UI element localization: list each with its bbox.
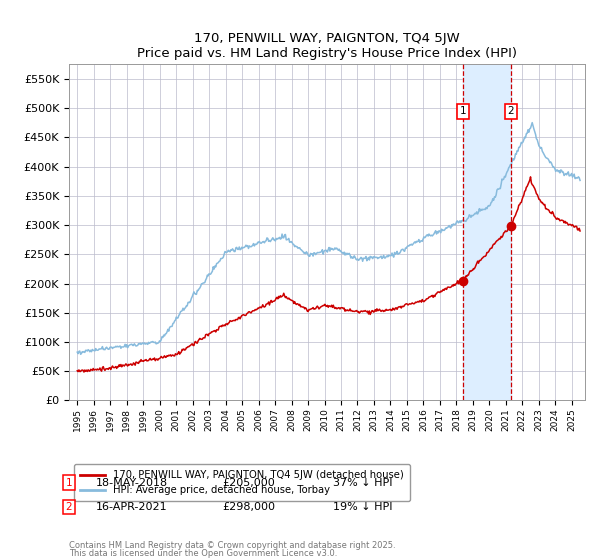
Legend: 170, PENWILL WAY, PAIGNTON, TQ4 5JW (detached house), HPI: Average price, detach: 170, PENWILL WAY, PAIGNTON, TQ4 5JW (det… (74, 464, 410, 501)
Text: 19% ↓ HPI: 19% ↓ HPI (333, 502, 392, 512)
Text: 1: 1 (460, 106, 466, 116)
Text: 18-MAY-2018: 18-MAY-2018 (96, 478, 168, 488)
Title: 170, PENWILL WAY, PAIGNTON, TQ4 5JW
Price paid vs. HM Land Registry's House Pric: 170, PENWILL WAY, PAIGNTON, TQ4 5JW Pric… (137, 32, 517, 60)
Text: Contains HM Land Registry data © Crown copyright and database right 2025.: Contains HM Land Registry data © Crown c… (69, 541, 395, 550)
Text: 2: 2 (508, 106, 514, 116)
Text: 37% ↓ HPI: 37% ↓ HPI (333, 478, 392, 488)
Text: 2: 2 (65, 502, 73, 512)
Bar (463, 64, 511, 400)
Text: 1: 1 (65, 478, 73, 488)
Text: This data is licensed under the Open Government Licence v3.0.: This data is licensed under the Open Gov… (69, 549, 337, 558)
Text: £298,000: £298,000 (222, 502, 275, 512)
Text: £205,000: £205,000 (222, 478, 275, 488)
Text: 16-APR-2021: 16-APR-2021 (96, 502, 167, 512)
